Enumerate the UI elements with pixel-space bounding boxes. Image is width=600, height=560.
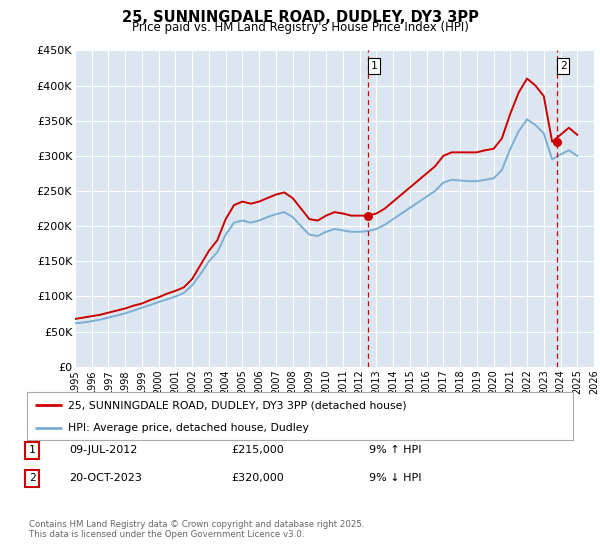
Text: HPI: Average price, detached house, Dudley: HPI: Average price, detached house, Dudl…	[68, 423, 309, 433]
Text: 25, SUNNINGDALE ROAD, DUDLEY, DY3 3PP (detached house): 25, SUNNINGDALE ROAD, DUDLEY, DY3 3PP (d…	[68, 400, 407, 410]
Text: £320,000: £320,000	[231, 473, 284, 483]
Text: Price paid vs. HM Land Registry's House Price Index (HPI): Price paid vs. HM Land Registry's House …	[131, 21, 469, 34]
Text: 1: 1	[371, 61, 377, 71]
Text: Contains HM Land Registry data © Crown copyright and database right 2025.
This d: Contains HM Land Registry data © Crown c…	[29, 520, 364, 539]
Text: 09-JUL-2012: 09-JUL-2012	[69, 445, 137, 455]
Text: 1: 1	[29, 445, 35, 455]
Text: 20-OCT-2023: 20-OCT-2023	[69, 473, 142, 483]
Text: £215,000: £215,000	[231, 445, 284, 455]
Text: 2: 2	[560, 61, 566, 71]
Text: 9% ↓ HPI: 9% ↓ HPI	[369, 473, 421, 483]
Text: 25, SUNNINGDALE ROAD, DUDLEY, DY3 3PP: 25, SUNNINGDALE ROAD, DUDLEY, DY3 3PP	[122, 10, 478, 25]
Text: 9% ↑ HPI: 9% ↑ HPI	[369, 445, 421, 455]
Text: 2: 2	[29, 473, 35, 483]
